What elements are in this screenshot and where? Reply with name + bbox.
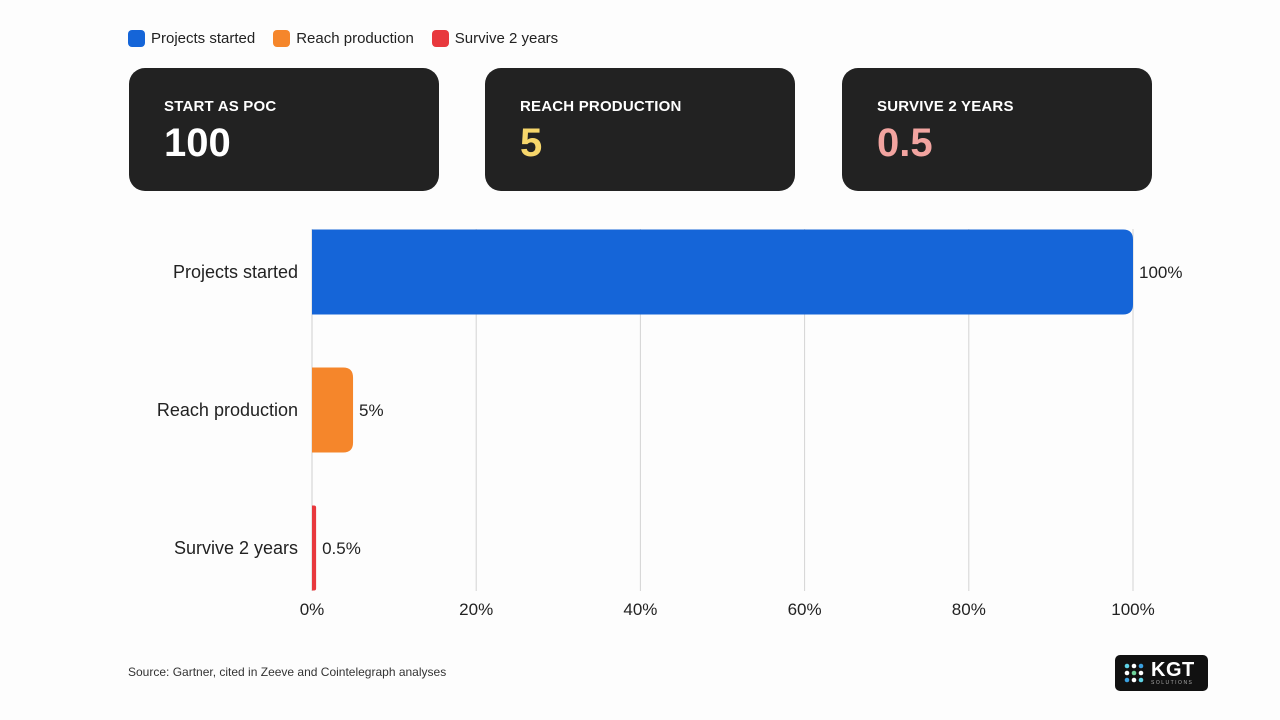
category-label: Projects started	[173, 262, 298, 282]
x-tick-label: 60%	[788, 600, 822, 619]
stat-card-value: 0.5	[877, 121, 933, 165]
category-label: Reach production	[157, 400, 298, 420]
x-tick-label: 20%	[459, 600, 493, 619]
legend: Projects started Reach production Surviv…	[128, 30, 558, 47]
bar-projects-started	[312, 229, 1133, 315]
legend-label: Projects started	[151, 30, 256, 47]
value-label: 0.5%	[322, 539, 361, 558]
x-tick-label: 100%	[1111, 600, 1154, 619]
legend-item-projects-started: Projects started	[128, 30, 255, 47]
legend-swatch	[431, 30, 449, 47]
bar-chart: Projects started 100% Reach production 5% Su…	[157, 229, 1182, 619]
stat-card-survive: SURVIVE 2 YEARS 0.5	[842, 68, 1152, 191]
bar-reach-production	[312, 367, 354, 453]
stat-card-label: START AS POC	[164, 98, 277, 115]
logo-dots-icon	[1123, 662, 1145, 684]
legend-swatch	[128, 30, 145, 47]
category-label: Survive 2 years	[174, 538, 298, 558]
kgt-logo: KGT SOLUTIONS	[1115, 655, 1208, 691]
stat-card-label: REACH PRODUCTION	[520, 98, 682, 115]
stat-card-production: REACH PRODUCTION 5	[485, 68, 795, 191]
legend-label: Survive 2 years	[454, 30, 559, 47]
value-label: 5%	[359, 401, 384, 420]
stat-card-poc: START AS POC 100	[129, 68, 439, 191]
x-tick-label: 0%	[300, 600, 325, 619]
legend-item-reach-production: Reach production	[273, 30, 414, 47]
stat-card-value: 5	[520, 121, 543, 165]
x-tick-label: 80%	[952, 600, 986, 619]
value-label: 100%	[1139, 263, 1182, 282]
x-tick-label: 40%	[623, 600, 657, 619]
bar-survive-2-years	[312, 505, 317, 591]
logo-text: KGT	[1151, 659, 1195, 681]
legend-label: Reach production	[296, 30, 414, 47]
logo-subtext: SOLUTIONS	[1151, 680, 1194, 686]
stat-card-label: SURVIVE 2 YEARS	[877, 98, 1014, 115]
stat-card-value: 100	[164, 121, 231, 165]
source-note: Source: Gartner, cited in Zeeve and Coin…	[128, 665, 447, 679]
legend-item-survive-2-years: Survive 2 years	[431, 30, 559, 47]
legend-swatch	[273, 30, 291, 47]
